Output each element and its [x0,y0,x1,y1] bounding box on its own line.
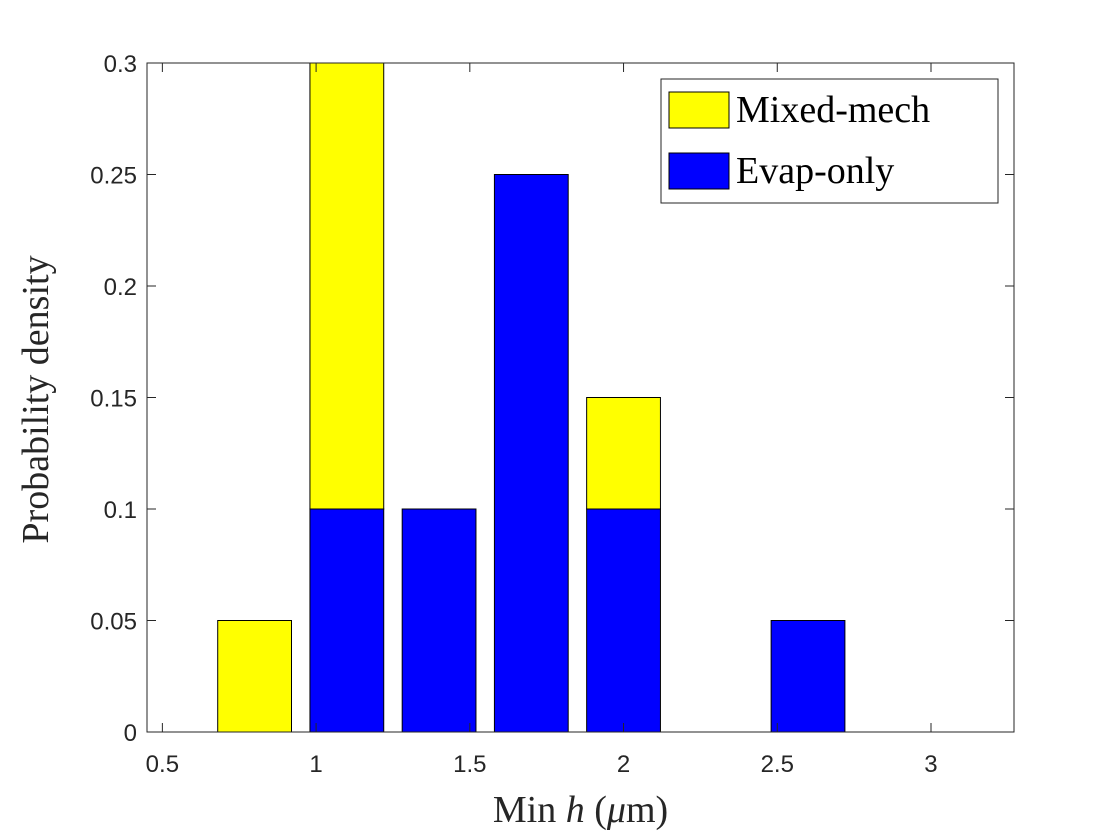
y-tick-label: 0.05 [90,609,137,636]
x-tick-label: 0.5 [146,751,179,778]
legend-swatch-evap-only [668,152,730,190]
bar-evap-only-2 [586,508,661,733]
bar-mixed-mech-2 [586,397,661,510]
bar-evap-only-1.4 [401,508,477,733]
x-tick-label: 1.5 [453,751,486,778]
y-tick-label: 0.15 [90,386,137,413]
x-ticks-group: 0.5 1 1.5 2 2.5 3 [146,63,938,778]
x-tick-label: 2 [617,751,630,778]
legend-label-mixed-mech: Mixed-mech [736,89,930,131]
y-tick-label: 0.3 [104,51,137,78]
x-tick-label: 1 [309,751,322,778]
y-tick-label: 0.2 [104,274,137,301]
legend: Mixed-mech Evap-only [660,78,999,204]
bar-evap-only-2.6 [770,620,846,733]
y-axis-title: Probability density [15,255,57,543]
bar-evap-only-1.1 [309,508,385,733]
y-tick-label: 0.25 [90,163,137,190]
x-tick-label: 3 [924,751,937,778]
x-axis-title: Min h (μm) [493,789,668,831]
legend-swatch-mixed-mech [668,91,730,129]
bars-group [217,62,846,733]
y-tick-label: 0 [124,720,137,747]
bar-mixed-mech-1.1 [309,62,385,510]
bar-evap-only-1.7 [493,174,569,733]
y-tick-label: 0.1 [104,497,137,524]
y-ticks-group: 0 0.05 0.1 0.15 0.2 0.25 0.3 [90,51,1014,747]
legend-label-evap-only: Evap-only [736,150,894,192]
x-tick-label: 2.5 [761,751,794,778]
bar-mixed-mech-0.8 [217,620,292,733]
